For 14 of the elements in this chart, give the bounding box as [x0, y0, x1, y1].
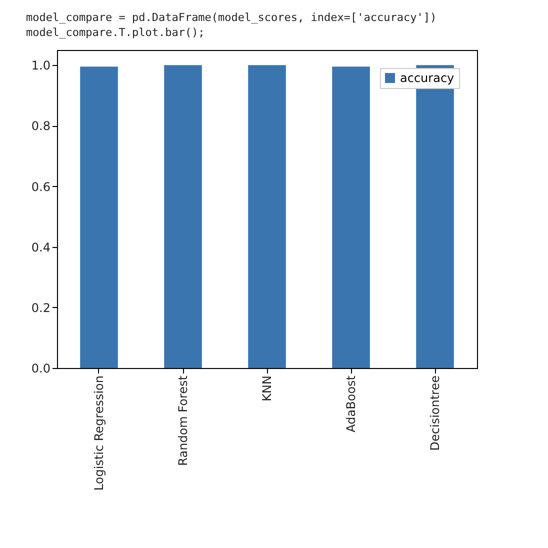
x-tick-label: KNN — [260, 376, 274, 402]
x-tick-label: Logistic Regression — [92, 376, 106, 491]
text: model_compare.T.plot.bar(); — [26, 25, 206, 40]
y-tick-label: 1.0 — [31, 58, 50, 73]
x-tick-label: Random Forest — [176, 375, 190, 466]
y-tick-label: 0.8 — [31, 119, 50, 134]
y-tick-label: 0.6 — [31, 180, 50, 194]
legend-label: accuracy — [400, 71, 454, 85]
y-tick-label: 0.4 — [31, 240, 50, 254]
x-tick-label: Decisiontree — [428, 376, 442, 451]
text: model_compare = pd.DataFrame(model_scores, index=['accuracy']) — [26, 10, 438, 25]
y-tick-label: 0.0 — [31, 362, 50, 376]
x-tick-label: AdaBoost — [344, 375, 358, 432]
y-tick-label: 0.2 — [31, 300, 50, 315]
